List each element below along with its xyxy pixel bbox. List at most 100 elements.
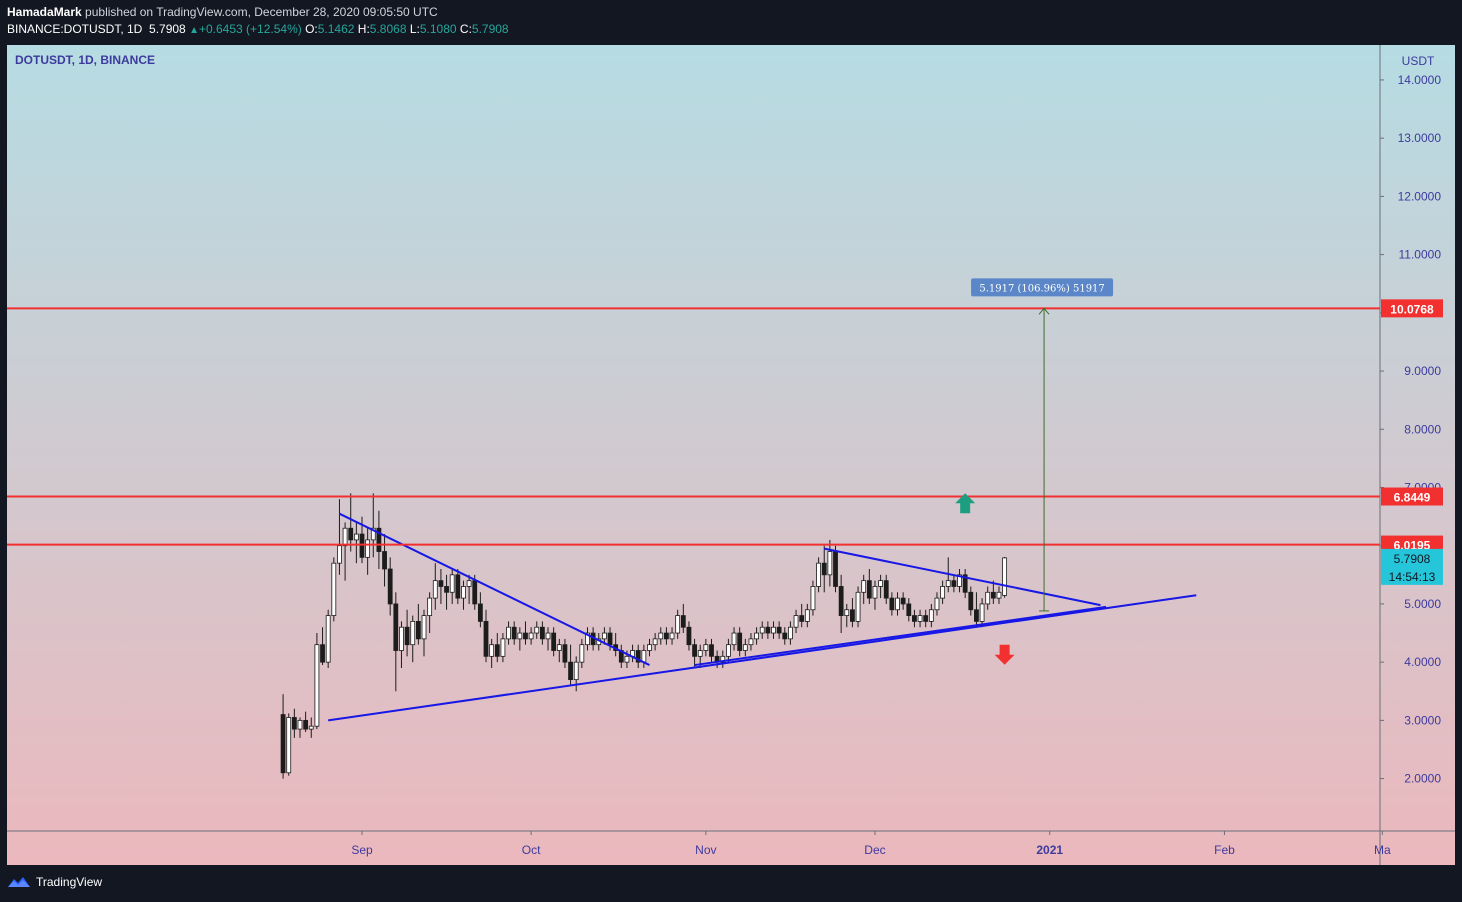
candle-body [432, 580, 438, 599]
candle-body [686, 626, 692, 646]
x-tick-label: Sep [351, 843, 373, 857]
candle [331, 557, 337, 622]
candle [906, 598, 912, 622]
candle-body [438, 580, 444, 587]
candle-body [957, 574, 962, 587]
candle-body [697, 650, 703, 657]
candle [968, 586, 974, 616]
candle [844, 603, 850, 628]
candle [663, 627, 669, 645]
candle [771, 621, 776, 639]
candle-body [974, 609, 979, 622]
candle-body [534, 626, 540, 634]
countdown-label: 14:54:13 [1389, 570, 1436, 584]
candle-body [466, 580, 472, 587]
candle-body [624, 655, 630, 663]
candle [556, 638, 562, 663]
candle-body [776, 626, 782, 634]
trendline-lower-support [328, 594, 1197, 722]
candle-body [883, 580, 889, 599]
measure-label-box [971, 278, 1114, 297]
candle-body [449, 574, 455, 593]
candle-body [342, 527, 348, 547]
candle-body [731, 632, 737, 646]
candle-body [889, 597, 895, 611]
y-tick-label: 8.0000 [1404, 422, 1441, 436]
candle [703, 638, 709, 657]
candle-body [917, 615, 923, 622]
candle [489, 638, 495, 668]
candle [370, 493, 376, 558]
chart-background [7, 45, 1455, 865]
candle [979, 598, 985, 628]
candle-body [923, 615, 929, 622]
candle-body [399, 626, 404, 651]
candle-body [291, 717, 297, 730]
measure-arrowhead [1038, 307, 1050, 315]
candle [748, 633, 754, 651]
close-label: C: [459, 22, 472, 36]
candle [404, 609, 410, 657]
candle [399, 621, 404, 668]
published-text: published on TradingView.com, December 2… [85, 5, 438, 19]
candle-body [585, 632, 590, 646]
candle [850, 598, 855, 628]
y-tick-label: 3.0000 [1404, 713, 1441, 727]
candle [506, 621, 511, 645]
candle-body [692, 644, 697, 657]
candle-body [286, 717, 292, 774]
candle-body [404, 626, 410, 646]
candle [523, 621, 528, 645]
candle [878, 574, 884, 599]
candle [900, 592, 906, 610]
candle [883, 574, 889, 604]
candle [833, 545, 838, 593]
candle-body [748, 638, 754, 646]
x-tick-label: 2021 [1036, 843, 1063, 857]
measure-tool: 5.1917 (106.96%) 51917 [971, 278, 1114, 612]
candle-body [382, 551, 387, 570]
candle-body [855, 591, 861, 622]
open-value: 5.1462 [317, 22, 355, 36]
author-name[interactable]: HamadaMark [7, 5, 82, 19]
candle [528, 627, 534, 645]
candle-body [759, 626, 765, 634]
candle-body [799, 615, 805, 622]
candle-body [996, 591, 1002, 599]
y-tick-label: 14.0000 [1398, 73, 1442, 87]
candle-body [506, 626, 511, 640]
tradingview-brand[interactable]: TradingView [36, 875, 103, 889]
candle [675, 609, 681, 639]
candle-body [607, 632, 613, 646]
candle-body [517, 632, 523, 640]
candle-body [500, 638, 506, 657]
candle [816, 557, 821, 593]
candle [585, 627, 590, 651]
high-value: 5.8068 [369, 22, 407, 36]
candle [680, 603, 686, 634]
candle [821, 545, 827, 593]
candle [996, 586, 1002, 604]
candle [427, 592, 433, 634]
candle [928, 603, 934, 628]
candle-body [573, 661, 579, 681]
candle-body [348, 527, 354, 541]
y-tick-label: 13.0000 [1398, 131, 1442, 145]
candle [415, 603, 421, 645]
candle-body [810, 586, 816, 611]
candle-body [928, 609, 934, 622]
candle-body [742, 644, 748, 651]
measure-label: 5.1917 (106.96%) 51917 [979, 283, 1104, 294]
arrows [955, 493, 1015, 665]
candle-body [934, 597, 940, 611]
candle [601, 627, 607, 645]
symbol-info: BINANCE:DOTUSDT, 1D 5.7908 ▲+0.6453 (+12… [7, 22, 509, 36]
candle-body [410, 621, 416, 646]
candle-body [393, 603, 399, 651]
candle-body [331, 562, 337, 616]
candle-body [303, 719, 309, 730]
chart-title: DOTUSDT, 1D, BINANCE [15, 53, 155, 67]
level-badge-label: 6.8449 [1394, 491, 1431, 505]
candle [410, 615, 416, 663]
